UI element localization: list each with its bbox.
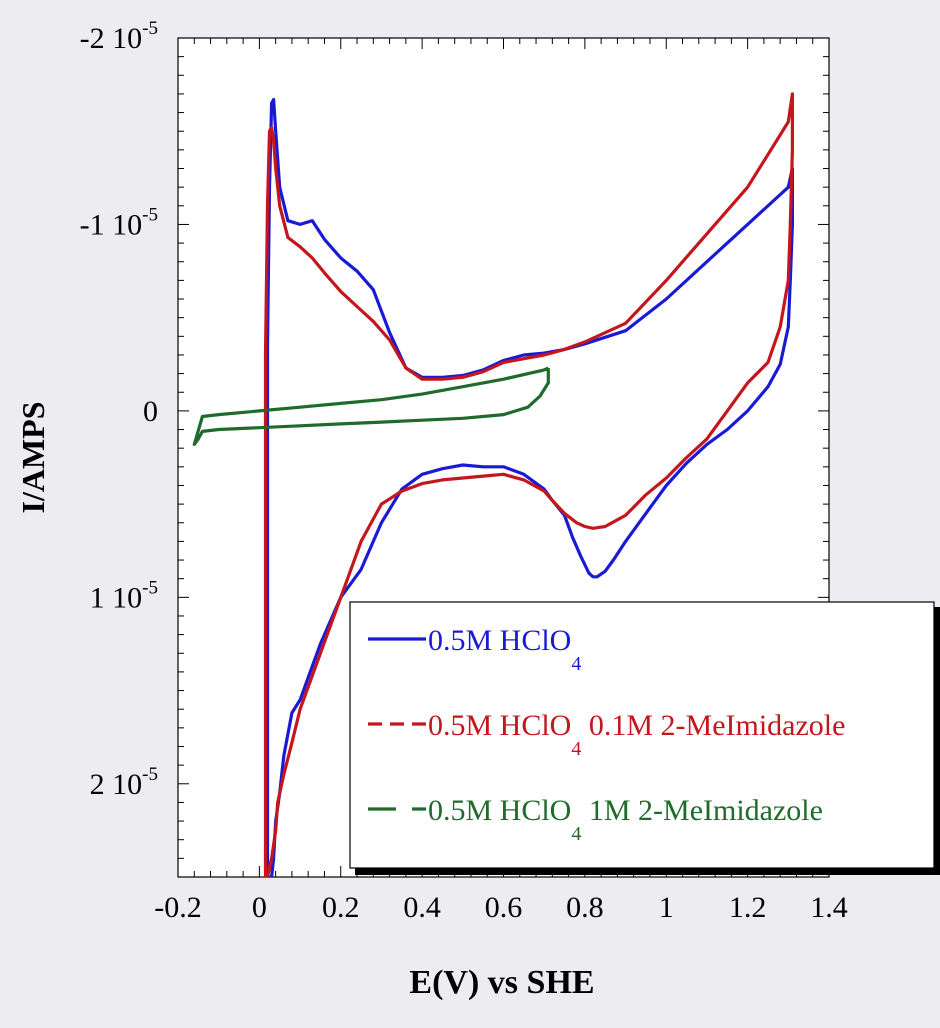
y-tick-exponent: -5 xyxy=(142,18,158,39)
legend-label-3: 0.5M HClO4 1M 2-MeImidazole xyxy=(428,794,823,845)
legend-label-main: 0.5M HClO xyxy=(428,624,571,657)
series-layer xyxy=(192,92,795,877)
x-tick-label: 1.2 xyxy=(729,891,767,924)
y-tick-mantissa: 1 10 xyxy=(90,581,143,614)
y-tick-label: -2 10-5 xyxy=(80,18,158,55)
x-tick-labels: -0.2 0 0.2 0.4 0.6 0.8 1 1.2 1.4 xyxy=(154,891,848,924)
y-tick-label: 0 xyxy=(143,395,158,428)
x-tick-label: 0.4 xyxy=(403,891,441,924)
x-tick-label: 0.6 xyxy=(485,891,523,924)
legend-label-2: 0.5M HClO4 0.1M 2-MeImidazole xyxy=(428,709,845,760)
y-tick-mantissa: -2 10 xyxy=(80,22,143,55)
series-line-3 xyxy=(192,366,550,446)
series-line-2 xyxy=(263,92,795,877)
legend-label-main: 0.5M HClO xyxy=(428,709,571,742)
y-tick-labels: -2 10-5-1 10-501 10-52 10-5 xyxy=(80,18,158,801)
x-tick-label: 1 xyxy=(659,891,674,924)
legend-label-subscript: 4 xyxy=(571,823,581,845)
x-tick-label: 1.4 xyxy=(810,891,848,924)
y-tick-exponent: -5 xyxy=(142,577,158,598)
y-tick-label: -1 10-5 xyxy=(80,204,158,241)
y-axis-label: I/AMPS xyxy=(15,402,51,514)
legend-label-rest: 1M 2-MeImidazole xyxy=(581,794,823,827)
legend-label-rest: 0.1M 2-MeImidazole xyxy=(581,709,845,742)
legend-label-main: 0.5M HClO xyxy=(428,794,571,827)
y-tick-label: 1 10-5 xyxy=(90,577,158,614)
y-tick-mantissa: 0 xyxy=(143,395,158,428)
y-tick-exponent: -5 xyxy=(142,204,158,225)
x-tick-label: 0.2 xyxy=(322,891,360,924)
x-tick-label: 0 xyxy=(252,891,267,924)
tick-marks xyxy=(177,37,830,878)
x-tick-label: -0.2 xyxy=(154,891,202,924)
x-tick-label: 0.8 xyxy=(566,891,604,924)
series-line-1 xyxy=(265,97,795,877)
x-axis-label: E(V) vs SHE xyxy=(409,964,594,1001)
y-tick-mantissa: 2 10 xyxy=(90,768,143,801)
legend-box xyxy=(349,601,935,869)
legend-label-subscript: 4 xyxy=(571,653,581,675)
y-tick-label: 2 10-5 xyxy=(90,764,158,801)
legend-label-subscript: 4 xyxy=(571,738,581,760)
y-tick-mantissa: -1 10 xyxy=(80,208,143,241)
legend-label-1: 0.5M HClO4 xyxy=(428,624,581,675)
y-tick-exponent: -5 xyxy=(142,764,158,785)
